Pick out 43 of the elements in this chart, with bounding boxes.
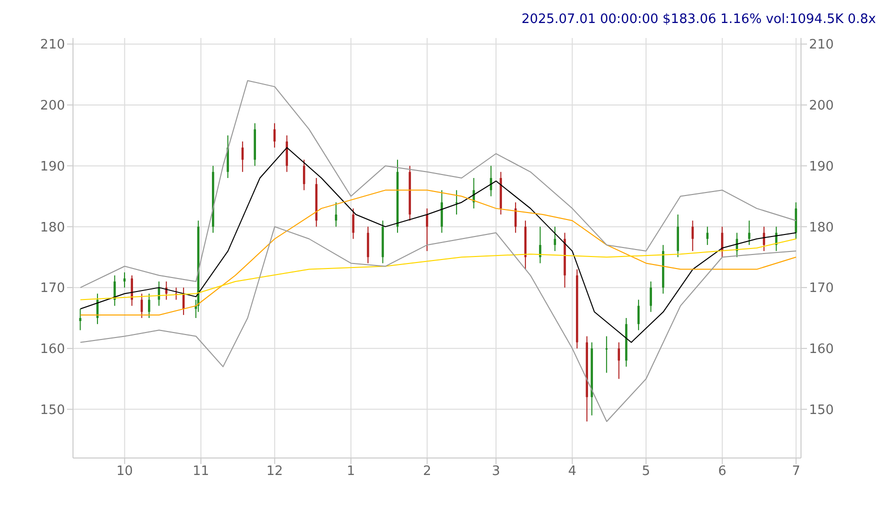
y2-tick-label: 160 (809, 342, 834, 358)
y-tick-label: 160 (40, 342, 65, 358)
chart-title: 2025.07.01 00:00:00 $183.06 1.16% vol:1094.5K 0.8x (521, 12, 876, 27)
line-series (80, 80, 797, 288)
y-tick-label: 190 (40, 159, 65, 174)
candlestick (692, 220, 694, 252)
y2-tick-label: 150 (809, 402, 834, 418)
y2-tick-label: 200 (809, 98, 834, 114)
line-series (80, 190, 797, 316)
candlestick (114, 274, 116, 306)
x-tick-label: 4 (568, 464, 576, 480)
y-tick-label: 200 (40, 98, 65, 114)
candlestick (140, 293, 143, 318)
x-tick-label: 3 (492, 464, 500, 480)
y-tick-label: 150 (40, 402, 65, 418)
candlestick (748, 220, 750, 246)
candlestick (775, 226, 778, 252)
x-tick-label: 7 (792, 464, 800, 480)
candlestick (79, 308, 82, 331)
y-tick-label: 180 (40, 220, 65, 236)
candlestick (352, 208, 354, 240)
y-tick-label: 210 (40, 38, 65, 53)
y2-tick-label: 180 (809, 220, 834, 236)
candlestick (539, 226, 542, 264)
candlestick (472, 178, 475, 209)
x-tick-label: 1 (346, 464, 356, 480)
x-tick-label: 5 (642, 464, 650, 480)
y2-tick-label: 170 (809, 281, 834, 296)
line-series (80, 147, 797, 343)
candlestick (148, 293, 150, 318)
x-tick-label: 6 (718, 464, 726, 480)
y2-tick-label: 190 (809, 159, 834, 174)
line-series (80, 238, 797, 300)
x-tick-label: 12 (266, 464, 283, 480)
candlestick (650, 280, 652, 312)
y-tick-label: 170 (40, 281, 65, 296)
line-series (80, 226, 797, 422)
x-tick-label: 10 (116, 464, 133, 480)
x-tick-label: 2 (423, 464, 432, 480)
candlestick (721, 226, 724, 258)
candlestick (165, 280, 168, 300)
x-tick-label: 11 (192, 464, 210, 480)
y2-tick-label: 210 (809, 38, 834, 53)
